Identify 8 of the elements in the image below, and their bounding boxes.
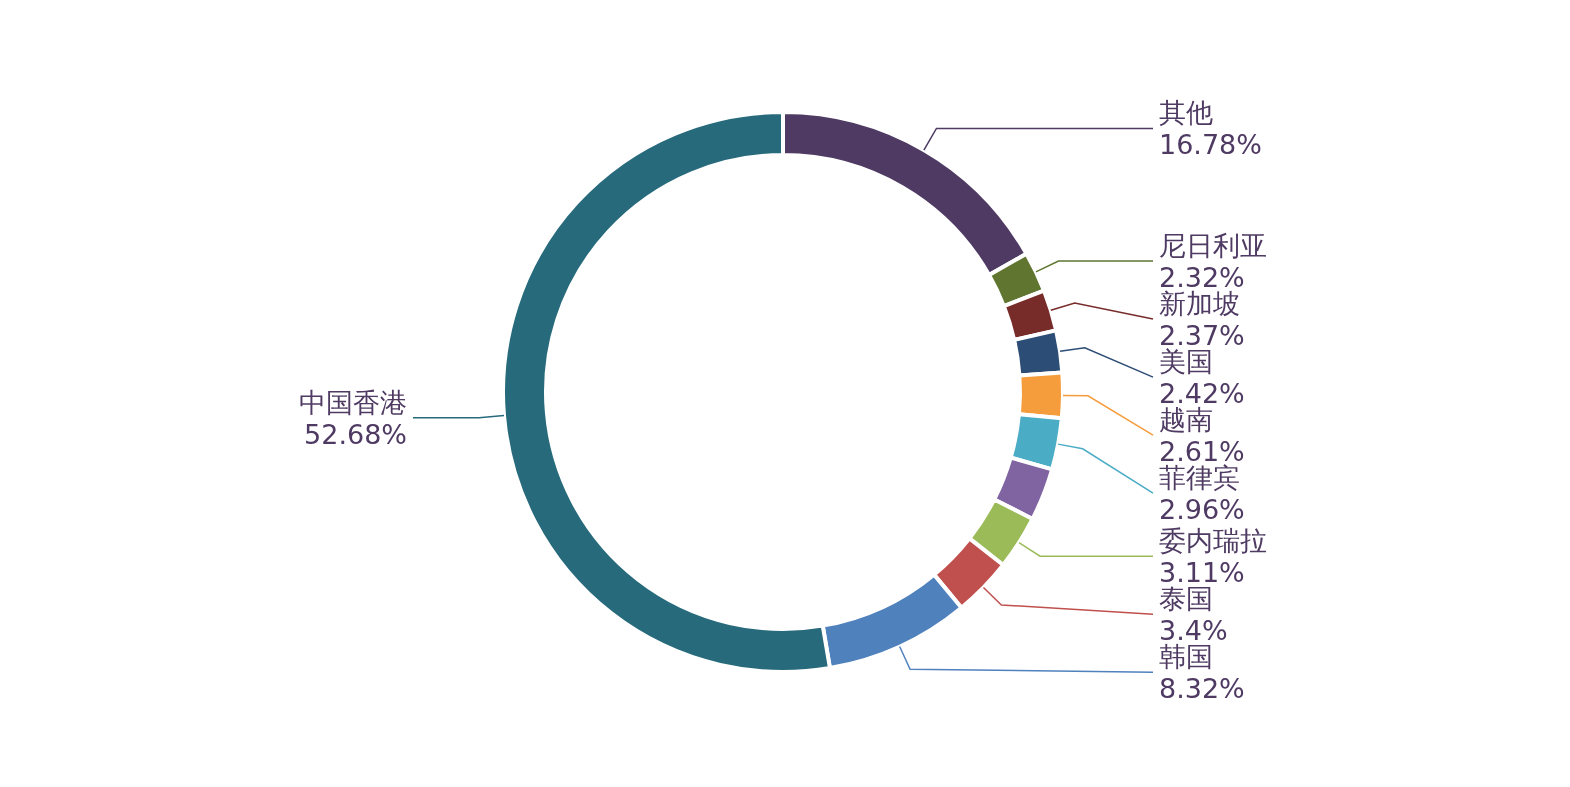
slice-label: 其他 [1159,97,1213,129]
data-label: 16.78% [1159,129,1262,161]
slice-label: 委内瑞拉 [1159,525,1267,557]
data-label: 8.32% [1159,673,1245,705]
slice-label: 中国香港 [299,386,407,418]
data-label: 2.96% [1159,494,1245,526]
data-label: 52.68% [304,418,407,450]
slice-label: 尼日利亚 [1159,230,1267,262]
